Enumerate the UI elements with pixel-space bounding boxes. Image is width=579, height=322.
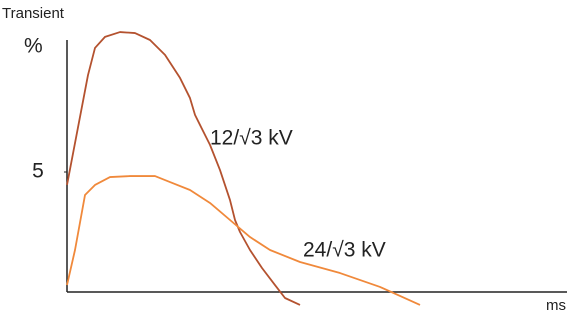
series-label: 12/√3 kV — [210, 127, 293, 150]
chart-title: Transient — [2, 5, 65, 22]
series-line — [66, 175, 421, 306]
y-tick-label: 5 — [32, 160, 44, 183]
series-label: 24/√3 kV — [303, 239, 386, 262]
series-line — [66, 31, 301, 306]
y-axis-label: % — [24, 35, 43, 58]
x-axis-label: ms — [546, 297, 566, 314]
